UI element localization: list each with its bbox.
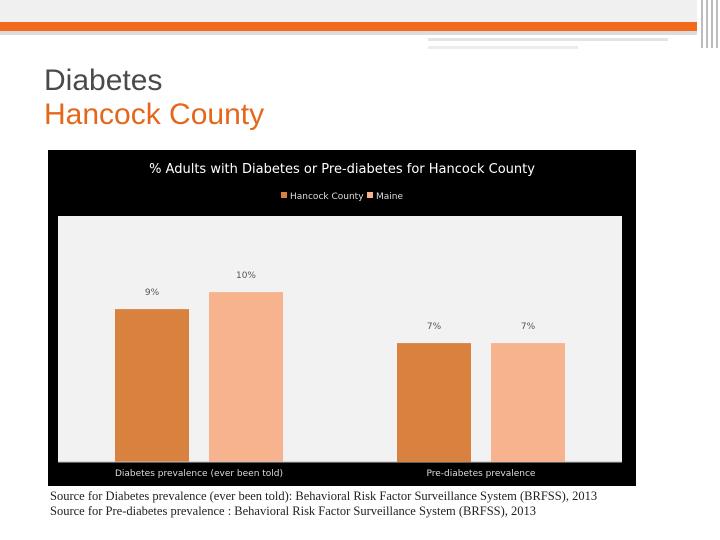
decorative-rules — [697, 0, 720, 48]
bar-1-0 — [397, 343, 471, 462]
data-label-0-0: 9% — [145, 288, 160, 298]
data-label-1-0: 7% — [427, 322, 442, 332]
legend: Hancock County Maine — [281, 192, 403, 202]
data-label-0-1: 10% — [236, 271, 256, 281]
title-line-1: Diabetes — [44, 64, 163, 97]
bar-chart: % Adults with Diabetes or Pre-diabetes f… — [58, 162, 622, 479]
legend-swatch-1 — [367, 192, 373, 198]
category-labels: Diabetes prevalence (ever been told) Pre-… — [115, 469, 536, 479]
legend-swatch-0 — [281, 192, 287, 198]
category-label-0: Diabetes prevalence (ever been told) — [115, 469, 283, 479]
source-notes: Source for Diabetes prevalence (ever bee… — [50, 489, 597, 519]
bar-0-0 — [115, 309, 189, 462]
bars-group: 9% 10% 7% 7% — [58, 271, 622, 463]
accent-band — [0, 22, 697, 31]
bar-0-1 — [209, 292, 283, 462]
legend-label-0: Hancock County — [290, 192, 364, 202]
source-line-1: Source for Diabetes prevalence (ever bee… — [50, 489, 598, 503]
legend-label-1: Maine — [376, 192, 403, 202]
decorative-lines — [428, 38, 668, 52]
chart-title: % Adults with Diabetes or Pre-diabetes f… — [149, 162, 535, 177]
bar-1-1 — [491, 343, 565, 462]
top-band — [0, 0, 697, 22]
source-line-2: Source for Pre-diabetes prevalence : Beh… — [50, 504, 537, 518]
divider-band — [0, 31, 697, 35]
data-label-1-1: 7% — [521, 322, 536, 332]
category-label-1: Pre-diabetes prevalence — [427, 469, 536, 479]
slide-title: Diabetes Hancock County — [44, 64, 264, 132]
chart-panel: % Adults with Diabetes or Pre-diabetes f… — [48, 150, 636, 486]
title-line-2: Hancock County — [44, 98, 265, 131]
